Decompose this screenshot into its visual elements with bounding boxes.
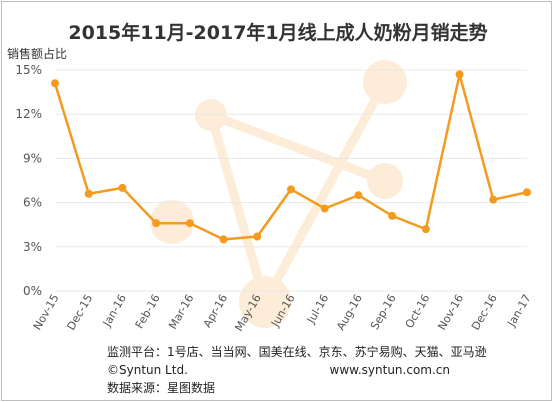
x-tick-label: Sep-16 <box>368 292 399 332</box>
y-tick-label: 6% <box>23 196 42 210</box>
series-path <box>53 73 528 241</box>
y-tick-label: 9% <box>23 151 42 165</box>
footer-source: 数据来源：星图数据 <box>107 380 215 395</box>
x-tick-label: Oct-16 <box>403 292 433 331</box>
data-point <box>354 191 363 200</box>
x-tick-label: Jan-17 <box>504 292 533 330</box>
data-point <box>287 185 295 194</box>
data-point <box>118 183 127 192</box>
x-tick-label: Jul-16 <box>304 292 331 326</box>
x-tick-label: Dec-16 <box>469 292 500 333</box>
data-point <box>320 204 329 213</box>
footer-url: www.syntun.com.cn <box>330 363 451 377</box>
y-axis-ticks: 0% 3% 6% 9% 12% 15% <box>15 63 42 298</box>
chart-title: 2015年11月-2017年1月线上成人奶粉月销走势 <box>68 21 487 44</box>
watermark-logo <box>150 60 407 328</box>
data-point <box>388 211 397 220</box>
y-tick-label: 0% <box>23 284 42 298</box>
data-point <box>219 235 228 244</box>
y-axis-label: 销售额占比 <box>7 46 67 61</box>
data-point <box>84 189 93 198</box>
footer-platforms: 监测平台：1号店、当当网、国美在线、京东、苏宁易购、天猫、亚马逊 <box>107 344 487 359</box>
x-tick-label: Feb-16 <box>133 292 163 331</box>
x-tick-label: Mar-16 <box>166 292 196 331</box>
gridlines <box>55 69 527 292</box>
x-tick-label: Apr-16 <box>201 292 230 330</box>
data-point <box>489 195 498 204</box>
y-tick-label: 15% <box>15 63 42 77</box>
y-tick-label: 12% <box>15 107 42 121</box>
x-tick-label: Jan-16 <box>100 292 129 330</box>
y-tick-label: 3% <box>23 240 42 254</box>
data-point <box>185 219 194 228</box>
data-point <box>152 219 161 228</box>
footer-copyright: ©Syntun Ltd. <box>107 363 188 377</box>
data-point <box>51 79 59 88</box>
x-axis-ticks: Nov-15 Dec-15 Jan-16 Feb-16 Mar-16 Apr-16 May-… <box>31 292 534 334</box>
x-tick-label: Dec-15 <box>64 292 95 333</box>
data-point <box>455 70 464 79</box>
series-line <box>51 70 531 244</box>
x-tick-label: Aug-16 <box>334 292 365 333</box>
x-tick-label: Nov-16 <box>435 292 466 332</box>
data-point <box>253 232 262 241</box>
x-tick-label: Nov-15 <box>31 292 62 332</box>
data-point <box>523 188 531 197</box>
data-point <box>421 225 430 234</box>
